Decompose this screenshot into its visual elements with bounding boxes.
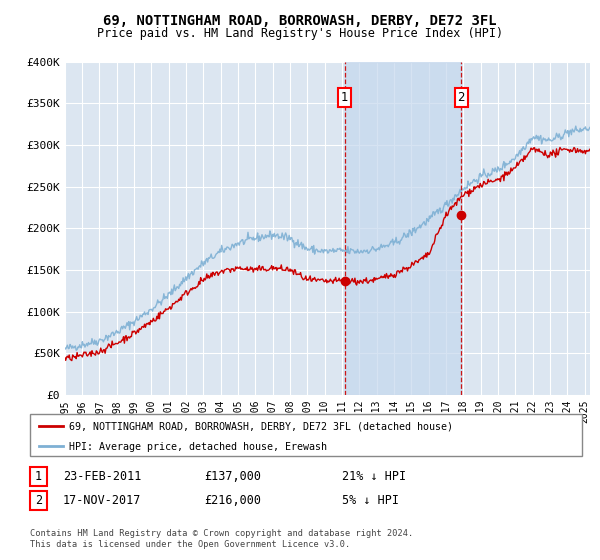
Text: 17-NOV-2017: 17-NOV-2017	[63, 494, 142, 507]
Text: Contains HM Land Registry data © Crown copyright and database right 2024.
This d: Contains HM Land Registry data © Crown c…	[30, 529, 413, 549]
Text: 21% ↓ HPI: 21% ↓ HPI	[342, 470, 406, 483]
Text: £137,000: £137,000	[204, 470, 261, 483]
Text: 69, NOTTINGHAM ROAD, BORROWASH, DERBY, DE72 3FL (detached house): 69, NOTTINGHAM ROAD, BORROWASH, DERBY, D…	[69, 422, 453, 432]
Text: 1: 1	[341, 91, 349, 104]
Text: 69, NOTTINGHAM ROAD, BORROWASH, DERBY, DE72 3FL: 69, NOTTINGHAM ROAD, BORROWASH, DERBY, D…	[103, 14, 497, 28]
Bar	[344, 62, 461, 395]
Text: 5% ↓ HPI: 5% ↓ HPI	[342, 494, 399, 507]
Text: Price paid vs. HM Land Registry's House Price Index (HPI): Price paid vs. HM Land Registry's House …	[97, 27, 503, 40]
Text: 2: 2	[35, 494, 42, 507]
Text: 23-FEB-2011: 23-FEB-2011	[63, 470, 142, 483]
Text: HPI: Average price, detached house, Erewash: HPI: Average price, detached house, Erew…	[69, 442, 327, 452]
Text: 2: 2	[457, 91, 465, 104]
Text: 1: 1	[35, 470, 42, 483]
Text: £216,000: £216,000	[204, 494, 261, 507]
